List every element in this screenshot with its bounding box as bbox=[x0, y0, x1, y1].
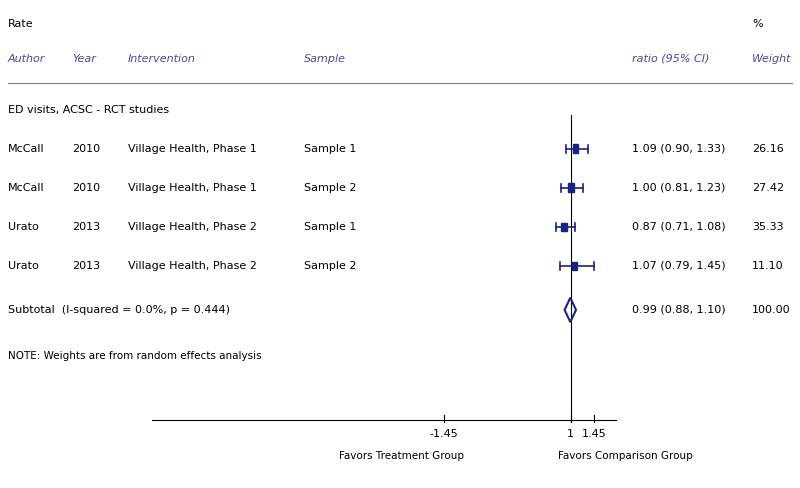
Text: Subtotal  (I-squared = 0.0%, p = 0.444): Subtotal (I-squared = 0.0%, p = 0.444) bbox=[8, 305, 230, 315]
Text: 1.09 (0.90, 1.33): 1.09 (0.90, 1.33) bbox=[632, 144, 726, 154]
Text: 1.00 (0.81, 1.23): 1.00 (0.81, 1.23) bbox=[632, 183, 726, 193]
Text: 26.16: 26.16 bbox=[752, 144, 784, 154]
Text: Rate: Rate bbox=[8, 20, 34, 29]
Text: McCall: McCall bbox=[8, 183, 45, 193]
Text: Sample 2: Sample 2 bbox=[304, 183, 357, 193]
Text: Sample 1: Sample 1 bbox=[304, 222, 356, 232]
Text: 0.87 (0.71, 1.08): 0.87 (0.71, 1.08) bbox=[632, 222, 726, 232]
Text: 1: 1 bbox=[567, 429, 574, 439]
Text: McCall: McCall bbox=[8, 144, 45, 154]
Text: Year: Year bbox=[72, 54, 96, 63]
Text: 1.45: 1.45 bbox=[582, 429, 606, 439]
Text: Village Health, Phase 1: Village Health, Phase 1 bbox=[128, 183, 257, 193]
Text: %: % bbox=[752, 20, 762, 29]
Text: 2013: 2013 bbox=[72, 261, 100, 271]
Text: NOTE: Weights are from random effects analysis: NOTE: Weights are from random effects an… bbox=[8, 351, 262, 361]
Text: Intervention: Intervention bbox=[128, 54, 196, 63]
Text: Sample: Sample bbox=[304, 54, 346, 63]
Text: Sample 1: Sample 1 bbox=[304, 144, 356, 154]
Text: Sample 2: Sample 2 bbox=[304, 261, 357, 271]
Text: Urato: Urato bbox=[8, 261, 38, 271]
Text: 11.10: 11.10 bbox=[752, 261, 784, 271]
Text: 2010: 2010 bbox=[72, 183, 100, 193]
Text: 0.99 (0.88, 1.10): 0.99 (0.88, 1.10) bbox=[632, 305, 726, 315]
Text: 100.00: 100.00 bbox=[752, 305, 790, 315]
Text: 27.42: 27.42 bbox=[752, 183, 784, 193]
Text: Weight: Weight bbox=[752, 54, 791, 63]
Text: Favors Comparison Group: Favors Comparison Group bbox=[558, 451, 693, 461]
Text: ED visits, ACSC - RCT studies: ED visits, ACSC - RCT studies bbox=[8, 105, 169, 115]
Text: Favors Treatment Group: Favors Treatment Group bbox=[339, 451, 464, 461]
Text: 35.33: 35.33 bbox=[752, 222, 784, 232]
Text: Author: Author bbox=[8, 54, 46, 63]
Text: Village Health, Phase 2: Village Health, Phase 2 bbox=[128, 261, 257, 271]
Text: ratio (95% CI): ratio (95% CI) bbox=[632, 54, 710, 63]
Text: 2010: 2010 bbox=[72, 144, 100, 154]
Text: Village Health, Phase 1: Village Health, Phase 1 bbox=[128, 144, 257, 154]
Text: 1.07 (0.79, 1.45): 1.07 (0.79, 1.45) bbox=[632, 261, 726, 271]
Text: -1.45: -1.45 bbox=[430, 429, 458, 439]
Text: Urato: Urato bbox=[8, 222, 38, 232]
Text: Village Health, Phase 2: Village Health, Phase 2 bbox=[128, 222, 257, 232]
Text: 2013: 2013 bbox=[72, 222, 100, 232]
